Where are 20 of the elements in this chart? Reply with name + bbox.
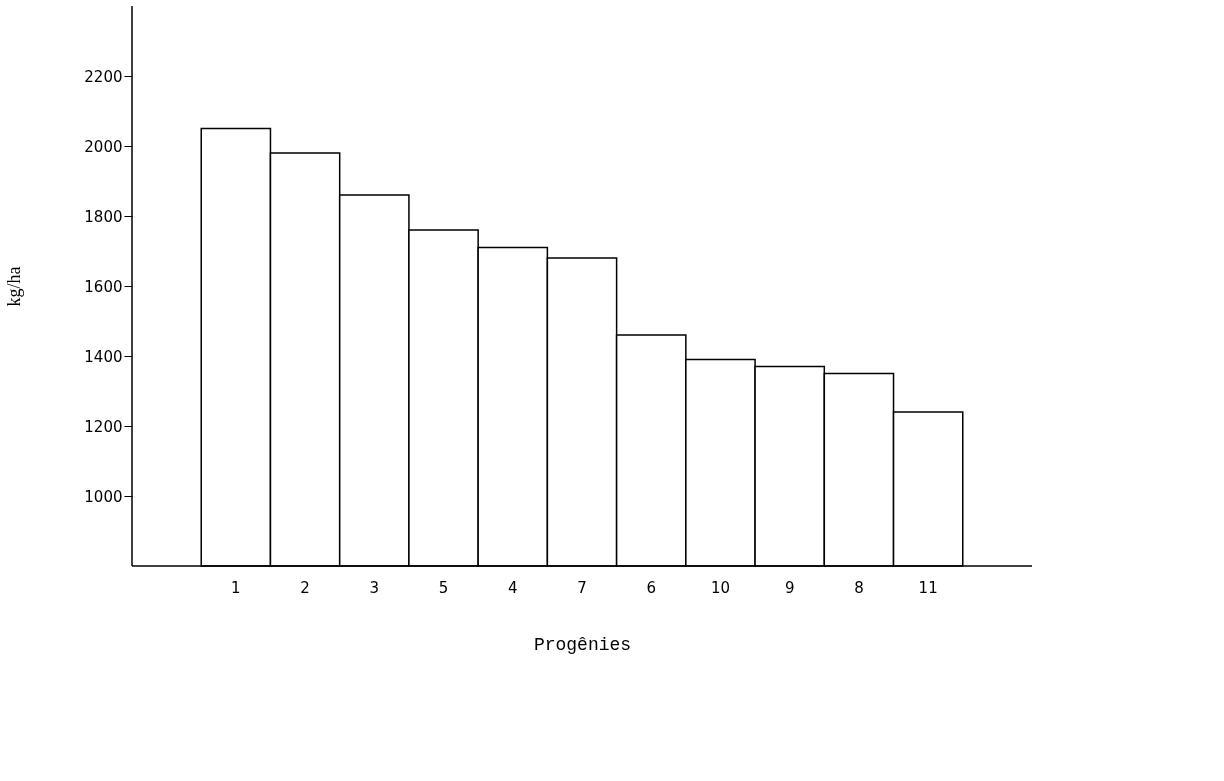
x-tick-label: 10 — [710, 578, 731, 597]
y-tick-label: 1000 — [84, 487, 123, 506]
y-tick-label: 2000 — [84, 137, 123, 156]
x-tick-label: 8 — [854, 578, 864, 597]
x-axis-title: Progênies — [533, 634, 632, 655]
y-tick-label: 1600 — [84, 277, 123, 296]
y-tick-label: 2200 — [84, 67, 123, 86]
x-tick-label: 4 — [508, 578, 518, 597]
x-tick-label: 6 — [646, 578, 656, 597]
x-tick-label: 7 — [577, 578, 587, 597]
y-tick-label: 1200 — [84, 417, 123, 436]
y-tick-label: 1400 — [84, 347, 123, 366]
y-axis-title: kg/ha — [4, 266, 25, 307]
y-tick-label: 1800 — [84, 207, 123, 226]
x-tick-label: 11 — [918, 578, 938, 597]
x-tick-label: 3 — [369, 578, 380, 597]
x-tick-label: 5 — [438, 578, 449, 597]
x-tick-label: 1 — [231, 578, 241, 597]
x-tick-label: 9 — [784, 578, 795, 597]
x-tick-label: 2 — [300, 578, 310, 597]
